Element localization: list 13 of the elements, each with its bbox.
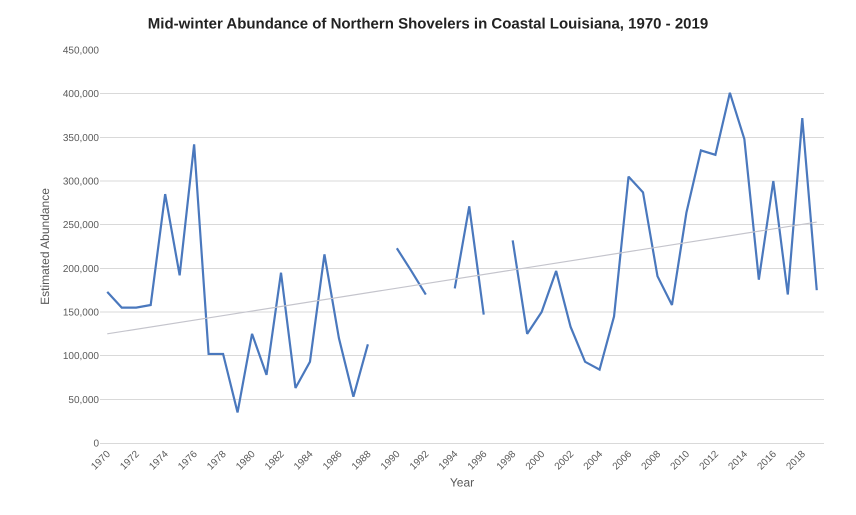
y-tick-label: 300,000	[62, 176, 100, 188]
y-tick-label: 50,000	[68, 394, 100, 406]
y-tick-label: 200,000	[62, 264, 100, 275]
x-axis-title: Year	[450, 475, 474, 490]
y-tick-label: 350,000	[62, 132, 100, 144]
y-axis-title: Estimated Abundance	[38, 188, 52, 305]
y-tick-label: 0	[93, 438, 100, 450]
y-tick-label: 250,000	[62, 220, 100, 232]
y-tick-label: 100,000	[62, 351, 100, 362]
y-tick-label: 450,000	[62, 46, 100, 56]
y-tick-label: 400,000	[62, 89, 100, 100]
y-tick-label: 150,000	[62, 308, 100, 318]
chart-title: Mid-winter Abundance of Northern Shovelers in Coastal Louisiana, 1970 - 2019	[148, 16, 708, 33]
